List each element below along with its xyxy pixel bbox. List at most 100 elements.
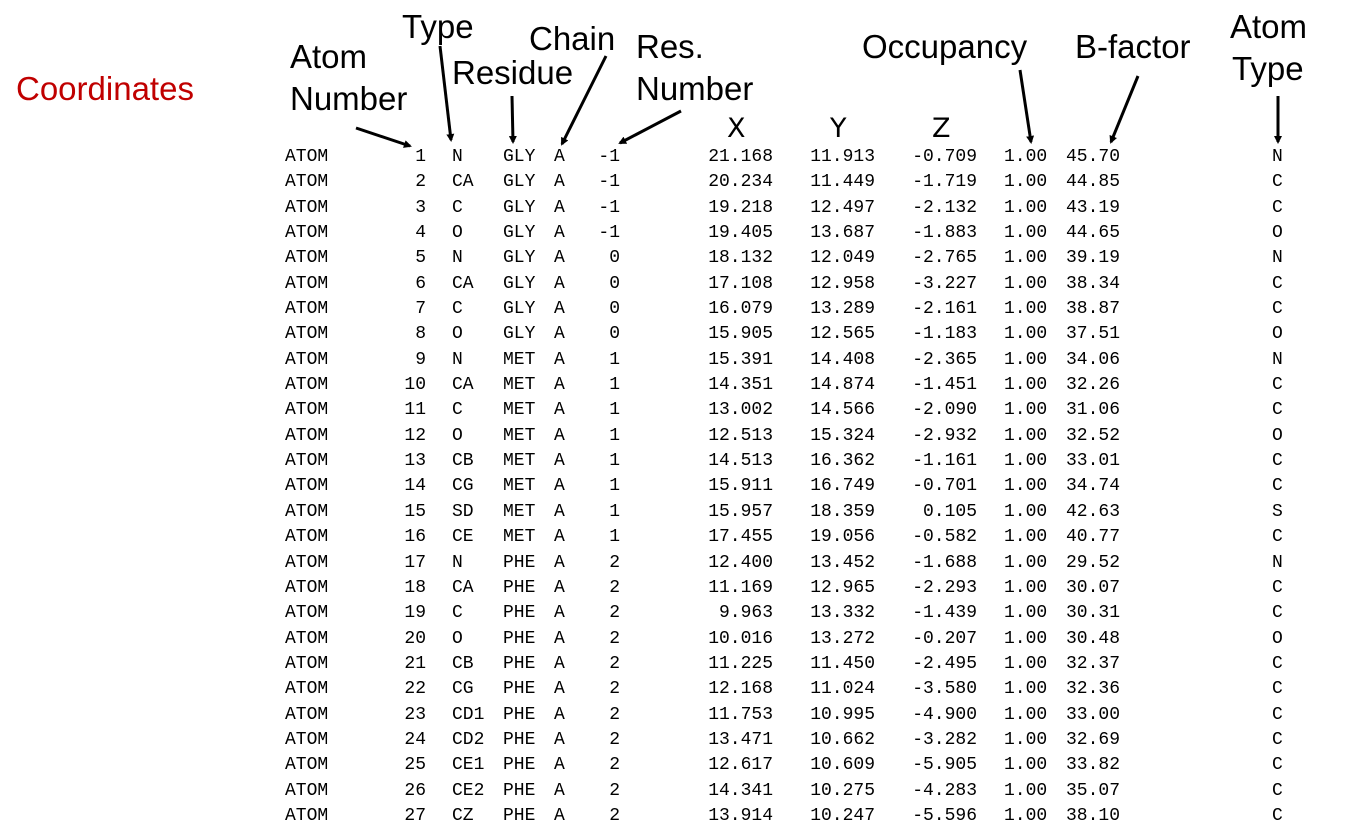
header-y: Y [830, 113, 847, 144]
cell-el: C [1272, 603, 1283, 624]
cell-res: GLY [503, 324, 536, 345]
header-bfactor: B-factor [1075, 28, 1191, 65]
cell-res: MET [503, 375, 536, 396]
cell-name: C [452, 400, 463, 421]
cell-x: 19.218 [708, 197, 773, 218]
cell-x: 12.617 [708, 755, 773, 776]
header-res-number-line1: Res. [636, 28, 704, 65]
cell-b: 45.70 [1066, 147, 1121, 167]
cell-res: GLY [503, 172, 536, 193]
cell-b: 33.00 [1066, 704, 1121, 725]
cell-y: 10.609 [810, 755, 875, 776]
header-res-number-line2: Number [636, 70, 754, 107]
cell-chain: A [554, 425, 565, 446]
cell-occ: 1.00 [1004, 527, 1048, 548]
cell-x: 14.351 [708, 375, 773, 396]
cell-name: O [452, 628, 463, 649]
cell-el: C [1272, 400, 1283, 421]
cell-record: ATOM [285, 349, 329, 370]
cell-z: -1.719 [912, 172, 977, 193]
cell-x: 17.108 [708, 273, 773, 294]
cell-y: 12.958 [810, 273, 875, 294]
cell-x: 16.079 [708, 299, 773, 320]
cell-res: PHE [503, 628, 536, 649]
header-atom-type-line2: Type [1232, 50, 1304, 87]
cell-name: CA [452, 375, 474, 396]
cell-occ: 1.00 [1004, 755, 1048, 776]
table-row: ATOM 26 CE2 PHE A 2 14.341 10.275 -4.283 1.00 35.0… [0, 779, 1364, 804]
cell-serial: 11 [404, 400, 426, 421]
cell-z: -5.905 [912, 755, 977, 776]
cell-res: PHE [503, 679, 536, 700]
cell-b: 32.36 [1066, 679, 1121, 700]
cell-z: -1.439 [912, 603, 977, 624]
cell-b: 43.19 [1066, 197, 1121, 218]
cell-resnum: 0 [609, 248, 620, 269]
cell-y: 11.450 [810, 653, 875, 674]
cell-occ: 1.00 [1004, 400, 1048, 421]
cell-chain: A [554, 704, 565, 725]
cell-z: -2.132 [912, 197, 977, 218]
cell-x: 12.168 [708, 679, 773, 700]
cell-y: 18.359 [810, 501, 875, 522]
cell-name: CA [452, 172, 474, 193]
table-row: ATOM 10 CA MET A 1 14.351 14.874 -1.451 1.00 32.26… [0, 373, 1364, 398]
cell-b: 32.69 [1066, 729, 1121, 750]
cell-z: -1.451 [912, 375, 977, 396]
cell-el: C [1272, 679, 1283, 700]
cell-resnum: 1 [609, 349, 620, 370]
cell-resnum: -1 [598, 172, 620, 193]
cell-el: C [1272, 653, 1283, 674]
cell-res: MET [503, 425, 536, 446]
cell-res: GLY [503, 197, 536, 218]
cell-resnum: 2 [609, 729, 620, 750]
cell-record: ATOM [285, 628, 329, 649]
cell-y: 16.749 [810, 476, 875, 497]
cell-x: 11.169 [708, 577, 773, 598]
cell-occ: 1.00 [1004, 223, 1048, 244]
cell-el: C [1272, 375, 1283, 396]
cell-el: O [1272, 425, 1283, 446]
cell-occ: 1.00 [1004, 552, 1048, 573]
cell-b: 29.52 [1066, 552, 1121, 573]
cell-x: 13.471 [708, 729, 773, 750]
cell-z: -1.688 [912, 552, 977, 573]
cell-record: ATOM [285, 679, 329, 700]
cell-z: -2.090 [912, 400, 977, 421]
cell-y: 10.247 [810, 805, 875, 826]
header-arrows [355, 45, 1282, 148]
cell-chain: A [554, 552, 565, 573]
cell-el: O [1272, 324, 1283, 345]
arrow-res-number [618, 109, 682, 145]
cell-resnum: 0 [609, 324, 620, 345]
cell-el: C [1272, 197, 1283, 218]
cell-chain: A [554, 349, 565, 370]
cell-serial: 6 [415, 273, 426, 294]
cell-el: C [1272, 299, 1283, 320]
cell-serial: 21 [404, 653, 426, 674]
table-row: ATOM 17 N PHE A 2 12.400 13.452 -1.688 1.00 29.52 N [0, 551, 1364, 576]
cell-chain: A [554, 755, 565, 776]
cell-el: N [1272, 552, 1283, 573]
table-row: ATOM 18 CA PHE A 2 11.169 12.965 -2.293 1.00 30.07… [0, 576, 1364, 601]
table-row: ATOM 11 C MET A 1 13.002 14.566 -2.090 1.00 31.06 C [0, 398, 1364, 423]
cell-chain: A [554, 501, 565, 522]
table-row: ATOM 27 CZ PHE A 2 13.914 10.247 -5.596 1.00 38.10… [0, 804, 1364, 829]
cell-serial: 24 [404, 729, 426, 750]
cell-serial: 15 [404, 501, 426, 522]
cell-x: 19.405 [708, 223, 773, 244]
cell-record: ATOM [285, 147, 329, 167]
cell-res: GLY [503, 273, 536, 294]
table-row: ATOM 16 CE MET A 1 17.455 19.056 -0.582 1.00 40.77… [0, 525, 1364, 550]
cell-chain: A [554, 451, 565, 472]
cell-y: 11.449 [810, 172, 875, 193]
cell-res: PHE [503, 653, 536, 674]
cell-name: CZ [452, 805, 474, 826]
cell-record: ATOM [285, 273, 329, 294]
cell-record: ATOM [285, 197, 329, 218]
cell-res: GLY [503, 147, 536, 167]
cell-b: 31.06 [1066, 400, 1121, 421]
header-atom-type-line1: Atom [1230, 8, 1308, 45]
table-row: ATOM 1 N GLY A -1 21.168 11.913 -0.709 1.00 45.70 N [0, 145, 1364, 170]
cell-el: N [1272, 248, 1283, 269]
